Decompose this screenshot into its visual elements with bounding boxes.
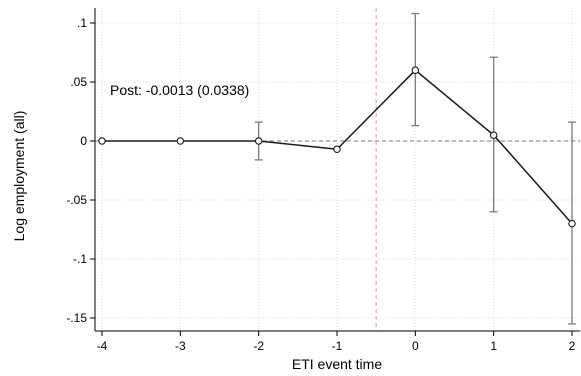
data-point-5 bbox=[489, 131, 498, 139]
x-tick-label: -2 bbox=[253, 339, 264, 353]
x-tick-label: -3 bbox=[175, 339, 186, 353]
y-tick-label: -.05 bbox=[66, 193, 87, 207]
post-estimate-annotation: Post: -0.0013 (0.0338) bbox=[110, 82, 249, 98]
y-axis-title: Log employment (all) bbox=[11, 111, 27, 242]
data-point-6 bbox=[568, 219, 576, 228]
data-point-0 bbox=[98, 137, 106, 145]
x-tick-label: 0 bbox=[412, 339, 419, 353]
y-tick-label: -.1 bbox=[73, 252, 87, 266]
data-points bbox=[98, 66, 576, 228]
x-tick-label: -4 bbox=[97, 339, 108, 353]
axis-labels: .1 .05 0 -.05 -.1 -.15 -4 -3 -2 -1 0 1 2 bbox=[66, 16, 575, 353]
data-point-2 bbox=[254, 137, 263, 145]
axes bbox=[90, 8, 580, 336]
data-point-1 bbox=[176, 137, 185, 145]
y-tick-label: -.15 bbox=[66, 311, 87, 325]
x-tick-label: -1 bbox=[332, 339, 343, 353]
x-tick-label: 1 bbox=[490, 339, 497, 353]
y-tick-label: .05 bbox=[70, 75, 87, 89]
data-point-3 bbox=[333, 145, 341, 154]
data-point-4 bbox=[411, 66, 420, 74]
x-axis-title: ETI event time bbox=[292, 356, 382, 372]
y-tick-label: .1 bbox=[77, 16, 87, 30]
y-tick-label: 0 bbox=[80, 134, 87, 148]
x-tick-label: 2 bbox=[569, 339, 576, 353]
